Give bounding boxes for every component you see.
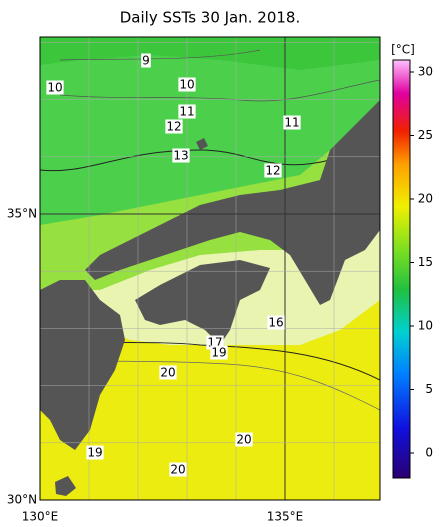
colorbar-tick-label: 30 — [418, 65, 433, 79]
colorbar-tick-label: 5 — [425, 382, 433, 396]
colorbar-tick-label: 15 — [418, 255, 433, 269]
contour-label-bg — [169, 462, 187, 477]
sea-north — [40, 37, 380, 225]
colorbar-tick-label: 20 — [418, 192, 433, 206]
map-frame — [39, 36, 381, 501]
land-island — [55, 476, 76, 496]
colorbar-tick-label: 10 — [418, 319, 433, 333]
contour-label: 11 — [179, 105, 194, 119]
contour-label: 10 — [179, 78, 194, 92]
title: Daily SSTs 30 Jan. 2018. — [120, 9, 300, 27]
contour-label-bg — [267, 315, 285, 330]
contour-label: 12 — [166, 120, 181, 134]
sea-north-cold — [40, 37, 380, 70]
contour-label-bg — [210, 345, 228, 360]
land-oki — [196, 138, 208, 150]
colorbar-ticks: 30 25 20 15 10 5 0 — [410, 65, 433, 460]
colorbar-unit: [°C] — [391, 43, 415, 57]
contour-label: 12 — [265, 164, 280, 178]
contour-label: 10 — [47, 81, 62, 95]
contour-label: 20 — [160, 366, 175, 380]
lat-label: 30°N — [7, 493, 37, 507]
contour-label-bg — [46, 80, 64, 95]
map-area — [40, 37, 380, 500]
contour-label: 19 — [87, 446, 102, 460]
contour-label-bg — [264, 163, 282, 178]
contour-label: 20 — [236, 433, 251, 447]
colorbar-tick-label: 25 — [418, 128, 433, 142]
contour-label: 16 — [268, 316, 283, 330]
contour-label-bg — [86, 445, 104, 460]
contour-label: 13 — [173, 149, 188, 163]
contour-label-bg — [235, 432, 253, 447]
contour-label-bg — [159, 365, 177, 380]
contour-label-bg — [178, 77, 196, 92]
contour-label: 11 — [284, 116, 299, 130]
contour-label-bg — [283, 115, 301, 130]
contour-label: 20 — [170, 463, 185, 477]
contour-label-bg — [165, 119, 183, 134]
lon-label: 135°E — [267, 510, 304, 524]
contour-label-bg — [178, 104, 196, 119]
lon-label: 130°E — [22, 510, 59, 524]
contour-label: 19 — [211, 346, 226, 360]
lat-label: 35°N — [7, 207, 37, 221]
land-kyushu — [40, 280, 125, 450]
contour-label: 9 — [142, 54, 150, 68]
grid — [40, 37, 380, 500]
colorbar — [392, 59, 411, 479]
contour-label-bg — [172, 148, 190, 163]
colorbar-tick-label: 0 — [425, 446, 433, 460]
land-honshu — [85, 100, 380, 305]
contour-label-bg — [141, 53, 151, 68]
